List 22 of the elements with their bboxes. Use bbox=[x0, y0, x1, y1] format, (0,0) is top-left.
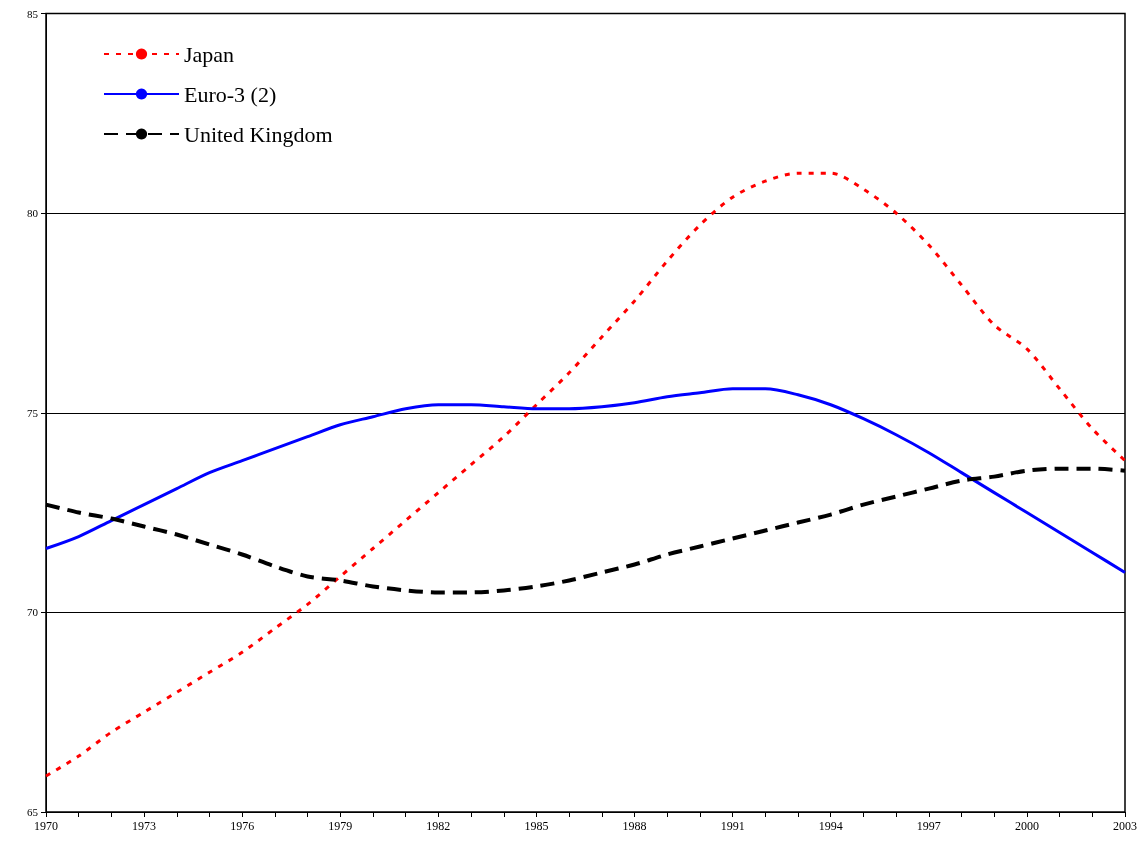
x-tick-label: 1979 bbox=[328, 819, 353, 833]
x-tick-label: 1988 bbox=[622, 819, 647, 833]
y-tick-label: 80 bbox=[27, 207, 39, 220]
x-tick-label: 1997 bbox=[916, 819, 941, 833]
x-tick-label: 2003 bbox=[1113, 819, 1137, 833]
x-tick-label: 1994 bbox=[818, 819, 843, 833]
line-series bbox=[44, 387, 1127, 574]
x-tick-label: 1970 bbox=[34, 819, 58, 833]
legend-label: Japan bbox=[184, 41, 235, 67]
x-tick-label: 1973 bbox=[132, 819, 157, 833]
line-series bbox=[44, 171, 1127, 778]
legend-label: Euro-3 (2) bbox=[184, 81, 277, 107]
x-tick-label: 1991 bbox=[720, 819, 745, 833]
x-tick-label: 1976 bbox=[230, 819, 255, 833]
y-tick-label: 65 bbox=[27, 806, 39, 818]
y-tick-label: 85 bbox=[27, 7, 39, 20]
y-tick-label: 70 bbox=[27, 606, 39, 619]
y-tick-label: 75 bbox=[27, 406, 39, 419]
x-tick-label: 1985 bbox=[524, 819, 549, 833]
x-tick-label: 2000 bbox=[1014, 819, 1039, 833]
x-tick-label: 1982 bbox=[426, 819, 451, 833]
legend-label: United Kingdom bbox=[184, 121, 333, 147]
